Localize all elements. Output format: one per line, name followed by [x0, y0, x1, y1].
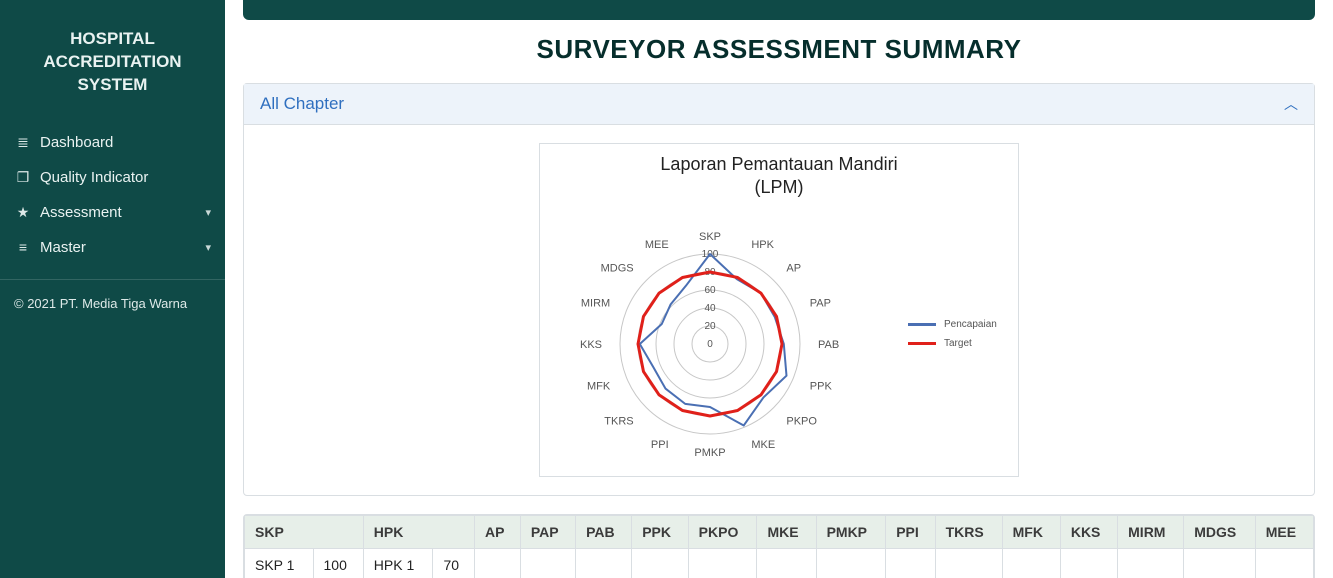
data-table-panel: SKPHPKAPPAPPABPPKPKPOMKEPMKPPPITKRSMFKKK…	[243, 514, 1315, 578]
sidebar-item-label: Quality Indicator	[40, 169, 148, 186]
svg-text:HPK: HPK	[751, 239, 774, 251]
table-cell	[474, 549, 520, 578]
svg-text:SKP: SKP	[699, 231, 721, 243]
table-cell	[632, 549, 688, 578]
svg-text:KKS: KKS	[580, 339, 602, 351]
table-header-cell: PAB	[576, 516, 632, 549]
table-header-cell: MKE	[757, 516, 816, 549]
table-header-cell: MEE	[1255, 516, 1313, 549]
nav-icon: ❐	[14, 169, 32, 186]
svg-text:PKPO: PKPO	[786, 415, 817, 427]
sidebar-item-label: Master	[40, 239, 86, 256]
table-cell: 70	[433, 549, 474, 578]
page-title: SURVEYOR ASSESSMENT SUMMARY	[243, 34, 1315, 65]
legend-swatch	[908, 323, 936, 326]
sidebar-item-label: Dashboard	[40, 134, 113, 151]
table-header-cell: HPK	[363, 516, 474, 549]
chart-subtitle: (LPM)	[550, 177, 1008, 198]
table-cell	[757, 549, 816, 578]
table-header-cell: KKS	[1060, 516, 1117, 549]
table-cell	[688, 549, 757, 578]
chevron-up-icon: ︿	[1284, 94, 1298, 114]
svg-text:AP: AP	[786, 263, 801, 275]
top-banner-strip	[243, 0, 1315, 20]
table-header-row: SKPHPKAPPAPPABPPKPKPOMKEPMKPPPITKRSMFKKK…	[245, 516, 1314, 549]
svg-text:0: 0	[707, 339, 713, 350]
caret-down-icon: ▾	[205, 241, 211, 254]
table-cell	[935, 549, 1002, 578]
table-header-cell: PKPO	[688, 516, 757, 549]
nav-icon: ≣	[14, 134, 32, 151]
table-header-cell: TKRS	[935, 516, 1002, 549]
table-cell	[520, 549, 575, 578]
panel-title: All Chapter	[260, 94, 344, 114]
table-row: SKP 1100HPK 170	[245, 549, 1314, 578]
table-cell: 100	[313, 549, 363, 578]
legend-item-target: Target	[908, 338, 997, 349]
table-cell	[1002, 549, 1060, 578]
svg-text:PPK: PPK	[810, 380, 833, 392]
sidebar-nav: ≣ Dashboard ❐ Quality Indicator ★ Assessment ▾…	[0, 119, 225, 265]
main-content: SURVEYOR ASSESSMENT SUMMARY All Chapter …	[225, 0, 1333, 578]
legend-item-pencapaian: Pencapaian	[908, 319, 997, 330]
table-header-cell: PPK	[632, 516, 688, 549]
svg-text:40: 40	[704, 303, 716, 314]
brand-line2: ACCREDITATION SYSTEM	[10, 51, 215, 97]
table-header-cell: PPI	[886, 516, 935, 549]
nav-icon: ≡	[14, 239, 32, 255]
svg-text:TKRS: TKRS	[604, 415, 633, 427]
table-cell: SKP 1	[245, 549, 314, 578]
chart-legend: Pencapaian Target	[908, 311, 997, 357]
all-chapter-panel: All Chapter ︿ Laporan Pemantauan Mandiri…	[243, 83, 1315, 496]
sidebar-separator: © 2021 PT. Media Tiga Warna	[0, 279, 225, 313]
table-header-cell: PMKP	[816, 516, 886, 549]
sidebar-item-quality-indicator[interactable]: ❐ Quality Indicator	[0, 160, 225, 195]
caret-down-icon: ▾	[205, 206, 211, 219]
svg-text:PAB: PAB	[818, 339, 839, 351]
table-cell: HPK 1	[363, 549, 433, 578]
table-header-cell: MDGS	[1184, 516, 1255, 549]
sidebar: HOSPITAL ACCREDITATION SYSTEM ≣ Dashboard…	[0, 0, 225, 578]
panel-body: Laporan Pemantauan Mandiri (LPM) 0 20 40 60…	[244, 125, 1314, 495]
svg-text:MEE: MEE	[645, 239, 669, 251]
table-header-cell: MIRM	[1118, 516, 1184, 549]
svg-text:MKE: MKE	[751, 439, 775, 451]
table-cell	[1255, 549, 1313, 578]
legend-label: Pencapaian	[944, 319, 997, 330]
brand-line1: HOSPITAL	[10, 28, 215, 51]
table-body: SKP 1100HPK 170	[245, 549, 1314, 578]
svg-text:MDGS: MDGS	[601, 263, 634, 275]
table-header-cell: PAP	[520, 516, 575, 549]
table-cell	[576, 549, 632, 578]
svg-text:MIRM: MIRM	[581, 298, 610, 310]
table-cell	[886, 549, 935, 578]
chart-title: Laporan Pemantauan Mandiri	[550, 154, 1008, 175]
brand: HOSPITAL ACCREDITATION SYSTEM	[0, 0, 225, 119]
all-chapter-panel-header[interactable]: All Chapter ︿	[244, 84, 1314, 125]
svg-text:MFK: MFK	[587, 380, 611, 392]
sidebar-item-assessment[interactable]: ★ Assessment ▾	[0, 195, 225, 230]
svg-text:PAP: PAP	[810, 298, 831, 310]
svg-text:PPI: PPI	[651, 439, 669, 451]
legend-label: Target	[944, 338, 972, 349]
table-cell	[816, 549, 886, 578]
svg-text:PMKP: PMKP	[694, 447, 725, 459]
svg-text:20: 20	[704, 321, 716, 332]
table-header-cell: SKP	[245, 516, 364, 549]
table-header-cell: AP	[474, 516, 520, 549]
table-cell	[1060, 549, 1117, 578]
legend-swatch	[908, 342, 936, 345]
radar-chart-frame: Laporan Pemantauan Mandiri (LPM) 0 20 40 60…	[539, 143, 1019, 477]
table-cell	[1184, 549, 1255, 578]
svg-text:60: 60	[704, 285, 716, 296]
table-cell	[1118, 549, 1184, 578]
copyright: © 2021 PT. Media Tiga Warna	[0, 294, 225, 313]
data-table: SKPHPKAPPAPPABPPKPKPOMKEPMKPPPITKRSMFKKK…	[244, 515, 1314, 578]
table-header-cell: MFK	[1002, 516, 1060, 549]
nav-icon: ★	[14, 204, 32, 221]
radar-chart: 020406080100SKPHPKAPPAPPABPPKPKPOMKEPMKP…	[550, 204, 880, 464]
sidebar-item-dashboard[interactable]: ≣ Dashboard	[0, 125, 225, 160]
sidebar-item-label: Assessment	[40, 204, 122, 221]
sidebar-item-master[interactable]: ≡ Master ▾	[0, 230, 225, 265]
